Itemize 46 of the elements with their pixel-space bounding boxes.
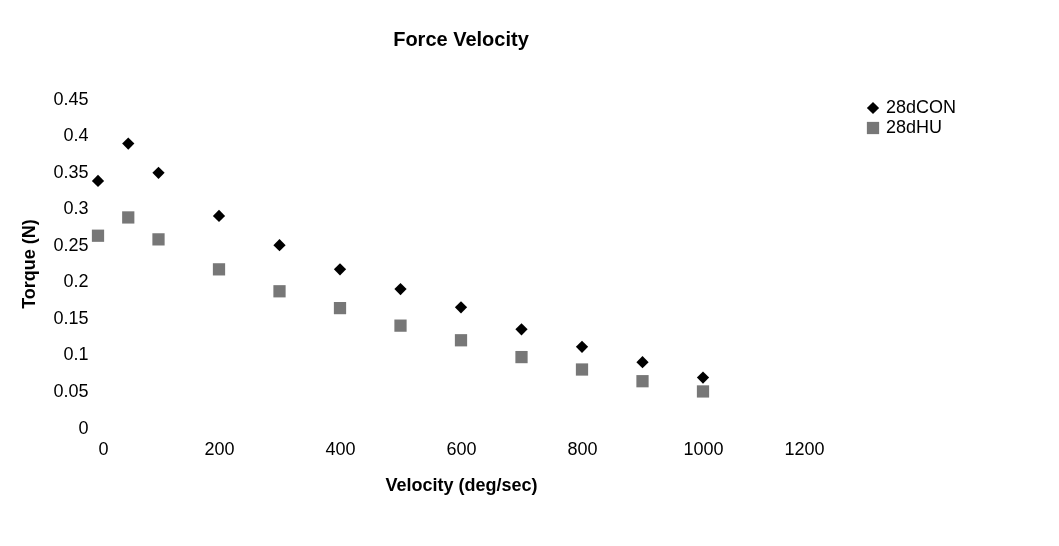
point <box>636 375 649 388</box>
y-tick-label: 0.45 <box>53 88 89 109</box>
legend-label: 28dCON <box>886 97 957 117</box>
point <box>454 301 468 314</box>
x-tick-label: 200 <box>204 438 235 459</box>
y-tick-label: 0.3 <box>63 198 89 219</box>
x-tick-label: 600 <box>446 438 477 459</box>
point <box>91 229 105 242</box>
point <box>515 323 528 336</box>
point <box>152 233 165 246</box>
x-tick-label: 1000 <box>683 438 724 459</box>
point <box>122 137 135 150</box>
chart-title: Force Velocity <box>393 28 530 50</box>
point <box>212 209 226 223</box>
point <box>575 340 589 353</box>
y-tick-label: 0.1 <box>63 344 89 365</box>
y-tick-label: 0.25 <box>53 234 89 255</box>
x-tick-label: 0 <box>98 438 109 459</box>
y-tick-label: 0.15 <box>53 307 89 328</box>
point <box>394 282 407 296</box>
x-axis-title: Velocity (deg/sec) <box>385 474 538 495</box>
point <box>394 319 407 332</box>
point <box>212 263 226 276</box>
point <box>273 285 286 298</box>
y-tick-label: 0 <box>78 417 89 438</box>
point <box>152 166 165 179</box>
legend-label: 28dHU <box>886 117 943 137</box>
point <box>575 363 589 376</box>
point <box>333 301 347 315</box>
point <box>636 356 649 369</box>
point <box>91 174 105 188</box>
point <box>122 211 135 224</box>
x-tick-label: 1200 <box>784 438 825 459</box>
point <box>696 371 710 384</box>
point <box>696 385 710 398</box>
x-tick-label: 800 <box>567 438 598 459</box>
y-axis-title: Torque (N) <box>19 219 40 309</box>
x-tick-label: 400 <box>325 438 356 459</box>
y-tick-label: 0.35 <box>53 161 89 182</box>
point <box>454 334 468 347</box>
y-tick-label: 0.4 <box>63 125 89 146</box>
y-tick-label: 0.2 <box>63 271 89 292</box>
point <box>333 263 347 276</box>
point <box>273 239 286 252</box>
point <box>515 350 528 364</box>
y-tick-label: 0.05 <box>53 380 89 401</box>
